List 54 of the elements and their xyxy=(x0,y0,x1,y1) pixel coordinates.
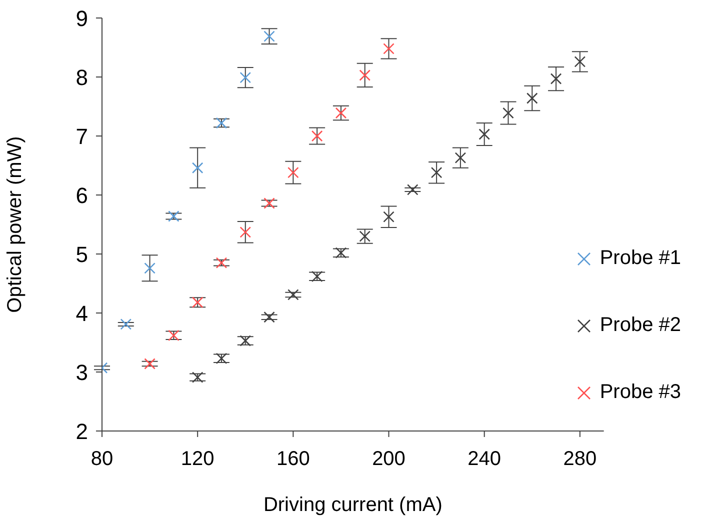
point xyxy=(216,352,228,364)
point xyxy=(383,211,394,222)
point xyxy=(311,270,323,282)
y-tick-label: 9 xyxy=(76,6,88,31)
point xyxy=(335,107,347,119)
point xyxy=(264,30,275,42)
y-tick-label: 2 xyxy=(76,418,88,444)
legend-label: Probe #3 xyxy=(600,381,681,404)
point xyxy=(550,73,562,84)
point xyxy=(526,92,538,104)
y-tick-label: 5 xyxy=(76,242,88,267)
y-tick-label: 4 xyxy=(76,300,88,326)
x-tick-label: 160 xyxy=(276,448,310,470)
point xyxy=(288,166,299,178)
point xyxy=(240,335,252,346)
x-tick-label: 200 xyxy=(372,448,406,470)
x-tick-label: 80 xyxy=(90,448,114,470)
point xyxy=(120,318,132,330)
x-tick-label: 120 xyxy=(180,448,214,470)
x-tick-label: 240 xyxy=(468,448,502,470)
point xyxy=(168,210,180,222)
y-axis-title: Optical power (mW) xyxy=(4,136,26,313)
point xyxy=(359,230,371,242)
point xyxy=(502,107,514,119)
point xyxy=(192,162,204,174)
point xyxy=(216,257,228,268)
y-tick-label: 8 xyxy=(76,64,88,90)
point xyxy=(478,128,490,140)
legend-label: Probe #1 xyxy=(600,247,681,270)
point xyxy=(407,184,418,196)
point xyxy=(335,247,347,258)
legend-label: Probe #2 xyxy=(600,314,681,337)
y-tick-label: 7 xyxy=(76,124,88,149)
point xyxy=(240,72,252,84)
point xyxy=(454,152,466,164)
y-tick-label: 3 xyxy=(76,360,88,385)
point xyxy=(311,130,323,142)
point xyxy=(168,330,180,342)
point xyxy=(288,289,299,300)
x-axis-title: Driving current (mA) xyxy=(263,494,442,516)
point xyxy=(144,358,156,370)
point xyxy=(430,166,442,178)
point xyxy=(192,296,204,308)
point xyxy=(144,262,156,274)
point xyxy=(359,70,371,81)
y-tick-label: 6 xyxy=(76,182,88,208)
point xyxy=(192,372,204,383)
point xyxy=(240,226,252,238)
x-tick-label: 280 xyxy=(563,448,597,470)
point xyxy=(574,56,586,68)
point xyxy=(383,43,394,54)
point xyxy=(264,198,275,209)
point xyxy=(216,117,228,129)
point xyxy=(264,311,275,323)
